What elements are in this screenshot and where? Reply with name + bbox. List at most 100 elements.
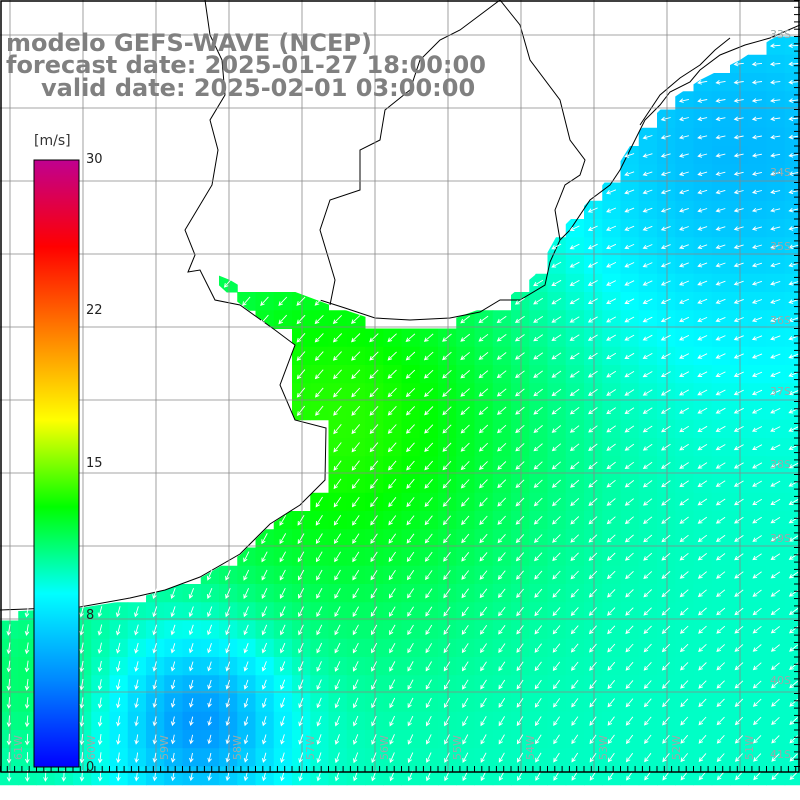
- wind-arrow: [496, 388, 507, 397]
- wind-arrow: [625, 589, 634, 598]
- wind-arrow: [79, 660, 85, 673]
- wind-arrow: [170, 624, 176, 636]
- wind-cell: [784, 456, 800, 475]
- wind-arrow: [97, 624, 103, 636]
- wind-arrow: [733, 226, 744, 231]
- wind-arrow: [625, 734, 634, 745]
- wind-arrow: [461, 588, 469, 599]
- wind-arrow: [624, 207, 635, 213]
- wind-arrow: [770, 426, 781, 432]
- wind-arrow: [587, 207, 598, 213]
- wind-arrow: [6, 660, 12, 673]
- wind-arrow: [770, 517, 781, 524]
- wind-arrow: [625, 698, 634, 708]
- wind-arrow: [497, 534, 506, 544]
- wind-arrow: [624, 280, 635, 286]
- wind-arrow: [678, 153, 689, 158]
- wind-arrow: [552, 552, 561, 562]
- wind-arrow: [152, 734, 158, 745]
- wind-arrow: [642, 425, 653, 433]
- wind-arrow: [588, 516, 598, 525]
- wind-arrow: [6, 697, 12, 709]
- wind-arrow: [552, 534, 561, 543]
- wind-arrow: [752, 625, 762, 634]
- wind-arrow: [625, 625, 634, 635]
- wind-arrow: [6, 715, 12, 728]
- wind-arrow: [624, 352, 635, 359]
- wind-arrow: [587, 261, 598, 268]
- wind-arrow: [369, 478, 379, 489]
- wind-arrow: [661, 571, 671, 579]
- wind-arrow: [680, 698, 689, 708]
- wind-arrow: [97, 715, 103, 727]
- wind-arrow: [242, 296, 251, 307]
- wind-arrow: [715, 425, 726, 432]
- wind-arrow: [152, 606, 158, 618]
- wind-arrow: [425, 643, 433, 654]
- wind-arrow: [752, 571, 762, 579]
- wind-arrow: [770, 607, 781, 616]
- wind-arrow: [460, 406, 470, 416]
- wind-arrow: [552, 661, 561, 672]
- wind-arrow: [715, 498, 726, 506]
- wind-arrow: [479, 606, 488, 617]
- wind-arrow: [716, 662, 726, 671]
- wind-arrow: [243, 588, 250, 599]
- wind-arrow: [425, 588, 433, 599]
- wind-arrow: [478, 406, 489, 416]
- wind-arrow: [371, 642, 378, 654]
- wind-arrow: [606, 407, 616, 415]
- wind-arrow: [752, 244, 763, 250]
- lon-label-54w: 54W: [524, 735, 537, 760]
- wind-arrow: [660, 153, 671, 158]
- wind-arrow: [515, 515, 525, 525]
- wind-arrow: [587, 280, 598, 286]
- wind-arrow: [315, 533, 323, 544]
- wind-arrow: [789, 735, 798, 744]
- wind-arrow: [553, 716, 560, 726]
- lat-label-37s: 37S: [770, 385, 791, 398]
- wind-arrow: [316, 715, 322, 727]
- wind-arrow: [514, 352, 525, 360]
- wind-arrow: [697, 208, 708, 213]
- wind-arrow: [315, 496, 323, 508]
- wind-arrow: [478, 461, 488, 470]
- wind-arrow: [715, 534, 726, 542]
- wind-arrow: [533, 297, 544, 305]
- wind-arrow: [679, 480, 689, 488]
- wind-arrow: [534, 679, 542, 690]
- wind-arrow: [788, 389, 799, 396]
- wind-arrow: [442, 515, 452, 526]
- wind-arrow: [424, 479, 433, 489]
- lat-label-38s: 38S: [770, 458, 791, 471]
- wind-arrow: [770, 226, 781, 231]
- wind-arrow: [643, 571, 653, 580]
- wind-arrow: [733, 98, 744, 103]
- wind-arrow: [660, 389, 671, 396]
- wind-arrow: [24, 678, 30, 691]
- wind-arrow: [405, 369, 416, 379]
- wind-arrow: [334, 734, 340, 745]
- wind-arrow: [225, 661, 231, 672]
- wind-arrow: [734, 625, 744, 634]
- wind-arrow: [152, 587, 158, 599]
- lon-label-60w: 60W: [85, 735, 98, 760]
- wind-arrow: [715, 389, 726, 396]
- wind-arrow: [516, 661, 524, 672]
- wind-arrow: [660, 171, 671, 177]
- wind-arrow: [788, 462, 799, 469]
- wind-arrow: [698, 662, 707, 671]
- wind-arrow: [351, 460, 360, 471]
- wind-arrow: [788, 171, 799, 176]
- wind-arrow: [643, 661, 652, 671]
- wind-arrow: [207, 698, 212, 708]
- wind-arrow: [517, 752, 524, 763]
- lon-label-53w: 53W: [597, 735, 610, 760]
- wind-arrow: [698, 625, 707, 634]
- colorbar-unit: [m/s]: [34, 133, 71, 149]
- wind-cell: [784, 511, 800, 530]
- wind-arrow: [352, 715, 359, 727]
- wind-arrow: [643, 643, 652, 653]
- wind-arrow: [279, 624, 286, 636]
- wind-arrow: [424, 497, 433, 508]
